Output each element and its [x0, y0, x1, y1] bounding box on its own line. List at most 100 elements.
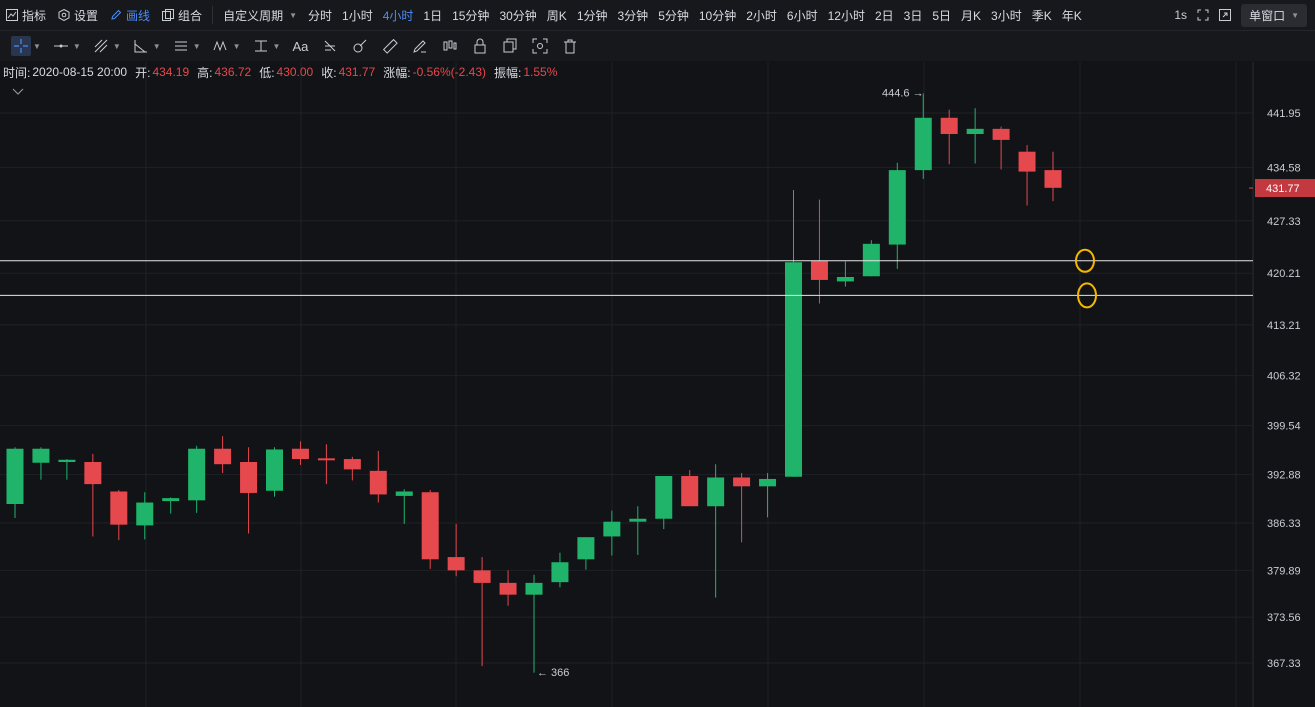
- measure-icon: [254, 40, 267, 52]
- period-option[interactable]: 5日: [932, 8, 952, 23]
- period-option[interactable]: 2小时: [746, 8, 777, 23]
- candle-body: [291, 448, 309, 460]
- layers-icon: [162, 9, 175, 21]
- settings-button[interactable]: 设置: [52, 0, 104, 30]
- measure-tool[interactable]: ▼: [248, 34, 284, 58]
- last-price-tag: [1255, 179, 1315, 198]
- wave-icon: [213, 40, 227, 52]
- lock-tool[interactable]: [467, 34, 493, 58]
- candle-body: [1044, 170, 1062, 188]
- copy-icon: [503, 38, 517, 53]
- hexagon-gear-icon: [58, 9, 70, 21]
- ruler-icon: [383, 38, 399, 54]
- candle-body: [58, 459, 76, 463]
- fullscreen-icon[interactable]: [1197, 9, 1209, 21]
- period-option[interactable]: 4小时: [382, 8, 414, 23]
- pattern-tool[interactable]: [437, 34, 463, 58]
- draw-button[interactable]: 画线: [104, 0, 156, 30]
- candle-body: [577, 537, 595, 560]
- amplitude-label: 振幅:: [494, 65, 522, 80]
- indicators-button[interactable]: 指标: [0, 0, 52, 30]
- copy-tool[interactable]: [497, 34, 523, 58]
- candle-body: [214, 448, 232, 465]
- collapse-chevron-icon[interactable]: [12, 88, 24, 96]
- crosshair-tool[interactable]: ▼: [8, 34, 44, 58]
- y-axis-tick-label: 434.58: [1267, 162, 1301, 174]
- drawing-toolbar: ▼ ▼ ▼ ▼ ▼ ▼ ▼ Aa: [0, 31, 1315, 61]
- candle-body: [473, 570, 491, 583]
- period-option[interactable]: 2日: [874, 8, 894, 23]
- period-option[interactable]: 3分钟: [617, 8, 649, 23]
- screenshot-tool[interactable]: [527, 34, 553, 58]
- period-option[interactable]: 12小时: [827, 8, 865, 23]
- candle-body: [992, 128, 1010, 140]
- custom-period-label: 自定义周期: [223, 8, 284, 23]
- y-axis-tick-label: 406.32: [1267, 371, 1301, 383]
- period-option[interactable]: 15分钟: [452, 8, 490, 23]
- channel-icon: [174, 41, 187, 51]
- close-value: 431.77: [338, 65, 376, 79]
- caret-down-icon: ▼: [289, 10, 297, 20]
- y-axis-tick-label: 392.88: [1267, 470, 1301, 482]
- candle-body: [940, 117, 958, 135]
- fibonacci-icon: [325, 40, 336, 52]
- candle-body: [785, 262, 802, 477]
- candle-body: [343, 459, 361, 470]
- period-option[interactable]: 1小时: [342, 8, 373, 23]
- pencil-icon: [111, 9, 122, 20]
- period-option[interactable]: 年K: [1061, 8, 1082, 23]
- y-axis-tick-label: 441.95: [1267, 108, 1301, 120]
- amplitude-value: 1.55%: [523, 65, 558, 79]
- period-option[interactable]: 10分钟: [698, 8, 737, 23]
- refresh-interval[interactable]: 1s: [1174, 8, 1188, 22]
- period-option[interactable]: 6小时: [786, 8, 818, 23]
- period-option[interactable]: 月K: [961, 8, 982, 23]
- horizontal-line-tool[interactable]: ▼: [48, 34, 84, 58]
- trend-line-icon: [94, 39, 108, 53]
- max-price-label: 444.6 →: [882, 87, 924, 99]
- window-mode-select[interactable]: 单窗口 ▼: [1241, 3, 1307, 27]
- period-option[interactable]: 分时: [308, 8, 333, 23]
- top-toolbar: 指标 设置 画线 组合 自定义周期 ▼ 分时 1小时 4小时 1日 15分钟 30分钟 周K…: [0, 0, 1315, 31]
- custom-period-dropdown[interactable]: 自定义周期 ▼: [217, 0, 303, 30]
- candlestick-chart[interactable]: 441.95 434.58 427.33 420.21 413.21 406.32 399.…: [0, 62, 1315, 707]
- chart-background: [0, 62, 1315, 707]
- period-option[interactable]: 周K: [546, 8, 567, 23]
- candles-icon: [443, 40, 457, 51]
- period-option[interactable]: 1日: [423, 8, 443, 23]
- ohlc-info-bar: 时间: 2020-08-15 20:00 开: 434.19 高: 436.72…: [0, 62, 563, 82]
- candle-body: [188, 448, 206, 501]
- expand-icon[interactable]: [1219, 9, 1232, 21]
- parallel-channel-tool[interactable]: ▼: [168, 34, 204, 58]
- trash-icon: [564, 39, 577, 54]
- period-option[interactable]: 5分钟: [658, 8, 689, 23]
- period-option[interactable]: 3日: [903, 8, 923, 23]
- candle-body: [914, 117, 932, 171]
- y-axis-tick-label: 427.33: [1267, 216, 1301, 228]
- settings-label: 设置: [74, 8, 99, 23]
- open-label: 开:: [135, 65, 151, 80]
- candle-body: [317, 458, 335, 461]
- candle-body: [266, 449, 283, 491]
- angle-tool[interactable]: ▼: [128, 34, 164, 58]
- trend-line-tool[interactable]: ▼: [88, 34, 124, 58]
- combo-button[interactable]: 组合: [156, 0, 208, 30]
- period-option[interactable]: 季K: [1031, 8, 1052, 23]
- brush-tool[interactable]: [347, 34, 373, 58]
- period-option[interactable]: 3小时: [991, 8, 1022, 23]
- candle-body: [707, 477, 725, 507]
- window-mode-label: 单窗口: [1249, 8, 1286, 23]
- wave-tool[interactable]: ▼: [208, 34, 244, 58]
- y-axis-tick-label: 420.21: [1267, 268, 1301, 280]
- period-option[interactable]: 1分钟: [576, 8, 608, 23]
- fib-tool[interactable]: [317, 34, 343, 58]
- high-label: 高:: [197, 65, 213, 80]
- delete-tool[interactable]: [557, 34, 583, 58]
- ruler-tool[interactable]: [377, 34, 403, 58]
- pen-tool[interactable]: [407, 34, 433, 58]
- y-axis-tick-label: 386.33: [1267, 518, 1301, 530]
- text-tool-label: Aa: [292, 38, 309, 54]
- candle-body: [447, 557, 465, 571]
- period-option[interactable]: 30分钟: [499, 8, 537, 23]
- text-tool[interactable]: Aa: [287, 34, 313, 58]
